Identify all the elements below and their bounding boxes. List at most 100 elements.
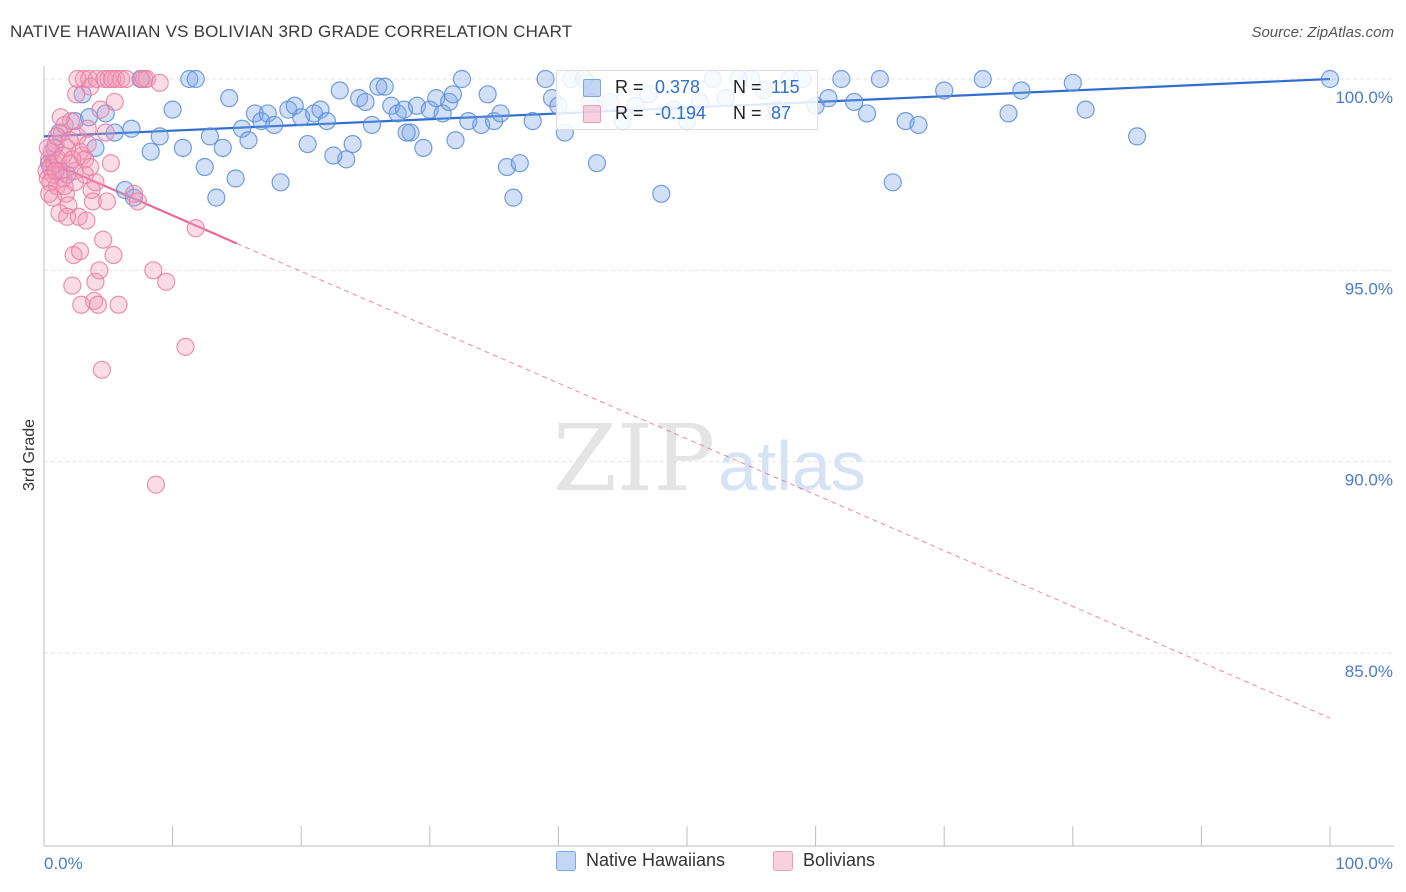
point-native-hawaiian	[397, 123, 416, 142]
point-native-hawaiian	[163, 100, 182, 119]
point-native-hawaiian	[443, 85, 463, 104]
point-native-hawaiian	[883, 173, 902, 192]
point-native-hawaiian	[1127, 127, 1147, 146]
tick-labels: 100.0% 95.0% 90.0% 85.0% 0.0% 100.0%	[44, 88, 1393, 873]
point-bolivian	[117, 69, 136, 89]
point-native-hawaiian	[857, 104, 877, 123]
watermark-zip: ZIP	[553, 405, 715, 512]
point-bolivian	[105, 92, 124, 112]
point-native-hawaiian	[935, 81, 954, 100]
point-native-hawaiian	[375, 77, 394, 96]
point-native-hawaiian	[446, 131, 465, 150]
point-native-hawaiian	[141, 142, 160, 161]
point-native-hawaiian	[523, 111, 542, 131]
stats-n-value: 115	[771, 77, 800, 97]
point-bolivian	[104, 245, 123, 265]
point-bolivian	[94, 230, 113, 249]
point-bolivian	[91, 100, 110, 119]
point-bolivian	[157, 272, 176, 291]
legend-item-native-hawaiians[interactable]: Native Hawaiians	[556, 850, 725, 871]
point-native-hawaiian	[999, 104, 1018, 123]
point-bolivian	[41, 173, 60, 192]
point-native-hawaiian	[973, 69, 992, 89]
point-bolivian	[135, 69, 154, 89]
axes	[43, 66, 1394, 847]
point-bolivian	[60, 131, 79, 150]
point-native-hawaiian	[330, 81, 349, 100]
point-native-hawaiian	[1063, 73, 1082, 92]
y-axis-label: 3rd Grade	[21, 419, 38, 491]
point-native-hawaiian	[195, 157, 214, 177]
point-bolivian	[90, 261, 109, 280]
point-bolivian	[186, 219, 205, 238]
point-native-hawaiian	[652, 184, 671, 203]
point-native-hawaiian	[285, 96, 304, 115]
point-native-hawaiian	[401, 123, 420, 142]
point-bolivian	[106, 69, 126, 89]
point-bolivian	[103, 69, 122, 89]
point-native-hawaiian	[587, 154, 607, 173]
point-native-hawaiian	[452, 69, 472, 89]
y-tick-label: 95.0%	[1345, 279, 1393, 298]
point-bolivian	[67, 85, 86, 104]
point-native-hawaiian	[150, 127, 169, 146]
point-native-hawaiian	[1012, 81, 1031, 100]
point-bolivian	[70, 242, 90, 261]
point-bolivian	[81, 157, 100, 177]
point-bolivian	[86, 173, 105, 192]
point-bolivian	[40, 184, 59, 203]
point-bolivian	[101, 154, 120, 173]
point-bolivian	[77, 211, 96, 230]
legend-item-bolivians[interactable]: Bolivians	[773, 850, 875, 871]
point-bolivian	[68, 69, 87, 89]
point-native-hawaiian	[870, 69, 890, 89]
y-tick-label: 100.0%	[1335, 88, 1393, 107]
stats-row-bolivians: R = -0.194 N = 87	[557, 101, 819, 127]
y-tick-label: 90.0%	[1345, 471, 1393, 490]
y-tick-label: 85.0%	[1345, 662, 1393, 681]
point-native-hawaiian	[356, 92, 375, 112]
stats-n-label: N =	[733, 77, 762, 97]
trend-line-bolivians-extension	[236, 243, 1331, 719]
point-native-hawaiian	[414, 138, 433, 157]
point-bolivian	[54, 146, 73, 165]
chart-title: NATIVE HAWAIIAN VS BOLIVIAN 3RD GRADE CO…	[10, 22, 573, 41]
point-bolivian	[78, 134, 97, 154]
stats-r-value: -0.194	[655, 103, 707, 123]
point-bolivian	[144, 261, 163, 280]
point-native-hawaiian	[536, 69, 555, 89]
point-native-hawaiian	[317, 111, 337, 131]
point-bolivian	[128, 192, 147, 211]
point-native-hawaiian	[362, 115, 382, 135]
point-native-hawaiian	[832, 69, 851, 89]
point-bolivian	[176, 337, 195, 356]
point-bolivian	[146, 475, 165, 494]
point-native-hawaiian	[271, 173, 290, 192]
point-bolivian	[58, 207, 77, 226]
stats-n-value: 87	[771, 103, 792, 123]
point-native-hawaiian	[324, 146, 343, 165]
point-bolivian	[59, 196, 78, 215]
legend: Native Hawaiians Bolivians	[0, 850, 1406, 880]
point-native-hawaiian	[1076, 100, 1095, 119]
stats-r-value: 0.378	[655, 77, 701, 97]
point-bolivian	[78, 119, 97, 138]
point-native-hawaiian	[510, 154, 529, 173]
point-native-hawaiian	[819, 89, 838, 108]
grid-lines	[44, 78, 1394, 654]
point-bolivian	[88, 295, 108, 314]
point-bolivian	[63, 276, 82, 295]
x-tick-label: 0.0%	[44, 854, 83, 873]
point-native-hawaiian	[504, 188, 523, 207]
point-bolivian	[65, 173, 84, 192]
point-native-hawaiian	[491, 104, 510, 123]
point-native-hawaiian	[226, 169, 245, 188]
point-native-hawaiian	[845, 92, 864, 112]
watermark: ZIP atlas	[553, 405, 866, 512]
stats-swatch-blue	[583, 79, 601, 97]
point-native-hawaiian	[1320, 69, 1340, 89]
stats-swatch-pink	[583, 105, 601, 123]
point-native-hawaiian	[200, 127, 219, 146]
point-bolivian	[92, 360, 111, 379]
point-native-hawaiian	[232, 119, 252, 138]
